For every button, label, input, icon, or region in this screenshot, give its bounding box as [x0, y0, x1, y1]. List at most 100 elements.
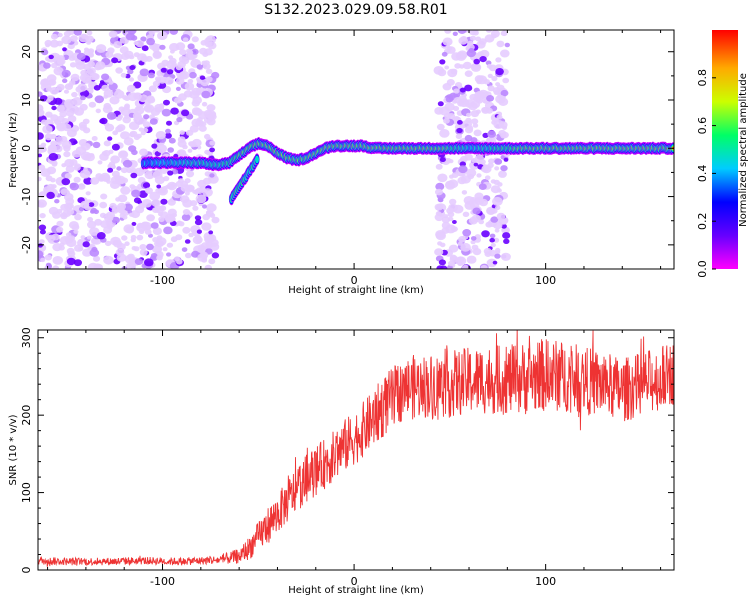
- noise-blob: [160, 198, 168, 205]
- noise-blob: [206, 117, 216, 126]
- noise-blob: [439, 157, 446, 163]
- noise-blob: [435, 188, 443, 196]
- noise-blob: [141, 199, 153, 208]
- noise-blob: [156, 255, 163, 261]
- noise-blob: [449, 254, 457, 261]
- noise-blob: [68, 55, 76, 61]
- spectrogram-marks: [38, 30, 674, 269]
- noise-blob: [119, 36, 128, 44]
- noise-blob: [209, 147, 216, 153]
- noise-blob: [115, 125, 123, 133]
- noise-blob: [457, 120, 463, 125]
- noise-blob: [55, 136, 63, 143]
- noise-blob: [69, 159, 78, 166]
- noise-blob: [88, 202, 95, 208]
- noise-blob: [79, 169, 91, 179]
- colorbar-tick-label: 0.4: [696, 165, 709, 183]
- noise-blob: [95, 61, 106, 70]
- noise-blob: [465, 168, 477, 178]
- noise-blob: [76, 52, 86, 61]
- noise-blob: [175, 86, 181, 91]
- noise-blob: [450, 68, 458, 75]
- noise-blob: [59, 236, 71, 245]
- snr-panel: -100 0 100 0 100 200 300 Height of straight li…: [8, 327, 675, 596]
- noise-blob: [500, 49, 510, 58]
- noise-blob: [179, 130, 185, 135]
- noise-blob: [201, 90, 211, 99]
- noise-blob: [70, 73, 80, 82]
- noise-blob: [60, 203, 69, 211]
- noise-blob: [125, 262, 133, 269]
- noise-blob: [122, 215, 128, 220]
- noise-blob: [160, 67, 167, 73]
- noise-blob: [61, 78, 68, 84]
- noise-blob: [487, 130, 496, 138]
- noise-blob: [136, 234, 144, 241]
- colorbar: 0.0 0.2 0.4 0.6 0.8 Normalized spectral ampl…: [696, 30, 749, 278]
- noise-blob: [436, 123, 445, 131]
- noise-blob: [456, 127, 463, 134]
- y-tick-label: 20: [20, 45, 33, 59]
- noise-blob: [491, 75, 498, 82]
- noise-blob: [117, 202, 126, 211]
- noise-blob: [41, 49, 49, 56]
- noise-blob: [495, 68, 504, 76]
- noise-blob: [470, 236, 477, 241]
- noise-blob: [187, 148, 193, 153]
- noise-blob: [163, 99, 170, 106]
- noise-blob: [462, 229, 472, 237]
- noise-blob: [170, 49, 175, 54]
- noise-blob: [201, 60, 207, 66]
- noise-blob: [461, 264, 470, 269]
- noise-blob: [51, 233, 60, 241]
- x-tick-label: -100: [150, 274, 175, 287]
- noise-blob: [489, 237, 496, 243]
- noise-blob: [161, 59, 170, 67]
- noise-blob: [434, 203, 443, 211]
- noise-blob: [462, 211, 470, 217]
- colorbar-label: Normalized spectral amplitude: [738, 73, 749, 227]
- colorbar-tick-label: 0.6: [696, 117, 709, 135]
- noise-blob: [202, 188, 213, 197]
- noise-blob: [495, 247, 501, 253]
- noise-blob: [44, 133, 53, 141]
- noise-blob: [484, 175, 491, 180]
- noise-blob: [49, 87, 60, 95]
- noise-blob: [38, 243, 43, 248]
- noise-blob: [138, 190, 148, 198]
- noise-blob: [154, 30, 161, 33]
- noise-blob: [193, 108, 203, 116]
- noise-blob: [113, 239, 123, 248]
- noise-blob: [502, 77, 510, 84]
- noise-blob: [166, 252, 172, 257]
- noise-blob: [127, 69, 134, 75]
- noise-blob: [196, 229, 202, 234]
- noise-blob: [129, 212, 135, 217]
- noise-blob: [458, 36, 469, 45]
- noise-blob: [70, 35, 78, 42]
- noise-blob: [123, 105, 130, 110]
- y-tick-label: -10: [20, 188, 33, 206]
- noise-blob: [466, 112, 471, 117]
- y-tick-label: 0: [20, 567, 33, 574]
- noise-blob: [40, 257, 46, 263]
- noise-blob: [209, 140, 216, 146]
- noise-blob: [202, 204, 207, 209]
- noise-blob: [452, 220, 457, 224]
- noise-blob: [89, 248, 100, 257]
- noise-blob: [128, 77, 135, 82]
- noise-blob: [163, 226, 173, 235]
- noise-blob: [167, 170, 174, 176]
- noise-blob: [92, 141, 101, 149]
- noise-blob: [497, 182, 503, 187]
- noise-blob: [483, 79, 491, 85]
- noise-blob: [209, 173, 215, 178]
- noise-blob: [171, 169, 179, 175]
- noise-blob: [196, 64, 203, 70]
- noise-blob: [481, 164, 492, 174]
- noise-blob: [94, 218, 103, 226]
- noise-blob: [433, 66, 445, 75]
- noise-blob: [131, 221, 137, 226]
- noise-blob: [74, 244, 83, 252]
- noise-blob: [80, 151, 92, 161]
